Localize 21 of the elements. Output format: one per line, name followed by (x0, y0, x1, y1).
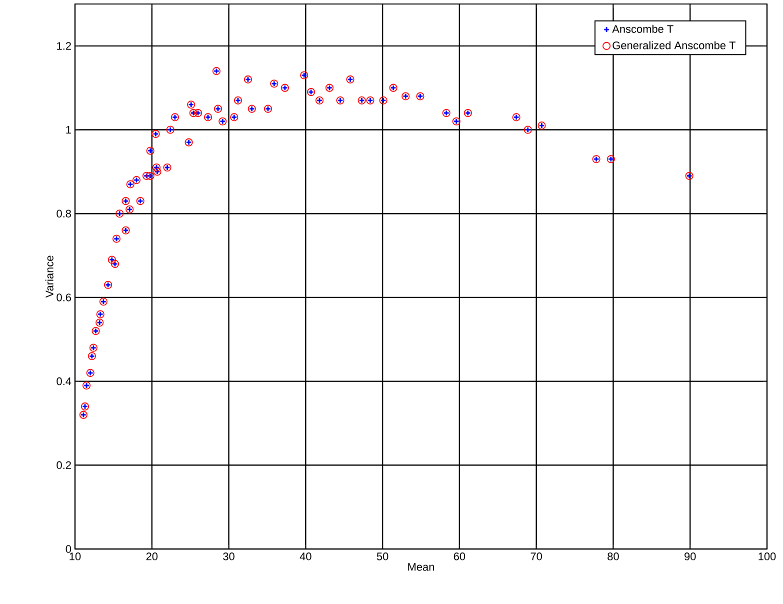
x-tick-label: 20 (146, 552, 158, 560)
y-tick-label: 0.6 (56, 294, 71, 302)
legend-label: Generalized Anscombe T (612, 41, 736, 50)
y-axis-title: Variance (45, 256, 54, 298)
y-tick-label: 0.8 (56, 210, 71, 218)
y-tick-label: 0.2 (56, 461, 71, 470)
x-tick-label: 90 (684, 552, 696, 560)
x-tick-label: 100 (758, 552, 776, 560)
x-axis-title: Mean (408, 563, 434, 571)
y-tick-label: 0.4 (56, 377, 72, 386)
y-tick-label: 0 (66, 545, 72, 553)
legend-label: Anscombe T (612, 24, 674, 33)
y-tick-label: 1 (66, 126, 71, 134)
x-tick-label: 10 (70, 552, 81, 560)
y-tick-label: 1.2 (57, 42, 71, 50)
x-tick-label: 40 (300, 552, 312, 560)
x-tick-label: 60 (454, 552, 466, 560)
x-tick-label: 30 (223, 552, 234, 560)
x-tick-label: 50 (376, 552, 388, 560)
x-tick-label: 70 (530, 552, 542, 560)
x-tick-label: 80 (608, 552, 619, 560)
